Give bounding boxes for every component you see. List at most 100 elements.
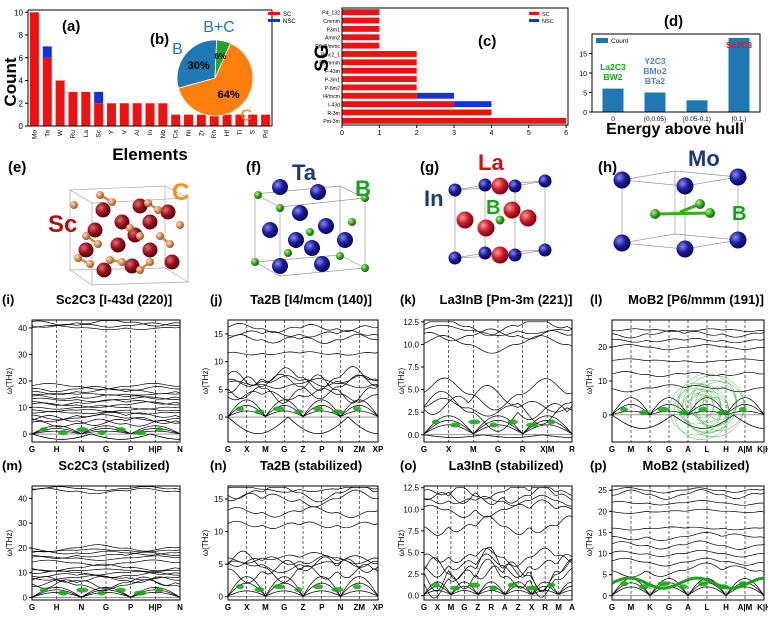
phonon-band [227,399,379,418]
phonon-band [611,337,765,344]
phonon-band [423,419,573,435]
panel-label: (b) [150,31,169,48]
phonon-band [227,486,379,493]
green-projection [39,427,48,433]
x-tick-label: Zr [198,129,205,136]
x-tick-label: N [78,445,84,454]
panel-label: (h) [598,159,617,176]
green-projection [115,587,126,593]
x-tick-label: M [628,445,635,454]
phonon-band [611,329,765,339]
x-tick-label: 2 [415,130,419,137]
phonon-band [423,424,573,435]
y-tick-label: 0 [23,594,28,603]
phonon-band [227,323,379,334]
bar-nsc [416,92,455,99]
phonon-band [423,487,573,504]
panel-label: (m) [2,458,22,473]
phonon-band [611,508,765,514]
x-tick-label: G [103,445,109,454]
phonon-panel: (o) La3InB (stabilized) ω(THz) 0.0 2.5 5.0 7.5… [397,458,575,612]
x-tick-label: M [448,603,455,612]
green-projection [431,582,440,588]
y-axis-label: ω(THz) [397,368,406,395]
green-projection [638,584,649,590]
phonon-band [31,487,181,495]
y-tick-label: 0 [219,593,224,602]
x-tick-label: A [569,603,575,612]
bar-sc [55,80,65,126]
phonon-band [31,587,181,598]
phonon-band [423,321,573,337]
x-tick-label: Z [475,603,480,612]
green-projection [526,585,539,591]
phonon-panel: (m) Sc2C3 (stabilized) ω(THz) 0 10 20 30 40 G H N G… [2,458,183,612]
bar-sc [209,114,219,126]
phonon-band [227,486,379,503]
x-tick-label: G [225,445,231,454]
x-tick-label: G [609,603,615,612]
x-tick-label: G [461,603,467,612]
phonon-band [611,557,765,567]
phonon-band [32,405,181,410]
green-projection [468,582,481,588]
x-tick-label: P [319,445,325,454]
y-tick-label: P4_132 [322,11,340,17]
x-tick-label: N [338,603,344,612]
green-projection [716,409,729,415]
y-tick-label: P6_3/mmc [315,44,340,50]
phonon-band [227,329,379,338]
pie-pct-label: 30% [188,60,210,72]
green-projection [738,406,747,412]
y-tick-label: 15 [214,330,223,339]
pie-slice [177,42,254,117]
plot-title: Ta2B (stabilized) [260,458,362,473]
y-tick-label: 5 [219,385,224,394]
bar-sc [119,103,129,126]
green-projection [313,406,323,412]
bar-sc [342,17,380,24]
x-tick-label: G [421,445,427,454]
y-tick-label: 5 [219,560,224,569]
phonon-band [31,425,181,435]
green-projection [76,427,89,433]
phonon-band [31,555,181,561]
y-axis-label: ω(THz) [201,368,210,395]
green-projection [236,406,244,412]
phonon-band [227,333,379,344]
phonon-band [31,428,181,435]
x-tick-label: H|P [149,603,163,612]
y-tick-label: 20 [18,544,27,553]
green-projection [690,380,737,427]
x-tick-label: Z [516,603,521,612]
phonon-band [423,546,573,593]
x-tick-label: Sc [96,129,103,137]
bar-annotation: BTa2 [645,76,665,86]
bar-sc [342,92,417,99]
x-tick-label: M [262,445,269,454]
green-projection [507,419,518,425]
phonon-band [423,499,573,518]
panel-h: (h) Mo B [598,146,747,258]
phonon-band [227,374,379,387]
y-tick-label: 12.5 [403,484,419,493]
phonon-band [611,489,765,500]
phonon-band [31,386,181,393]
panel-label: (e) [8,159,26,176]
x-axis-label: Energy above hull [606,121,744,138]
x-tick-label: G [29,603,35,612]
y-tick-label: 20 [598,507,607,516]
pie-category-label: B [172,41,183,58]
bar-sc [81,91,91,126]
x-tick-label: M [470,445,477,454]
x-tick-label: G [225,603,231,612]
y-tick-label: 40 [18,324,27,333]
y-tick-label: 20 [598,343,607,352]
green-projection [679,584,688,590]
legend-swatch-sc [529,12,539,15]
y-tick-label: 15 [214,495,223,504]
green-projection [669,382,722,436]
y-tick-label: 2.5 [408,408,420,417]
legend-label: Count [611,38,629,45]
phonon-band [227,552,379,565]
